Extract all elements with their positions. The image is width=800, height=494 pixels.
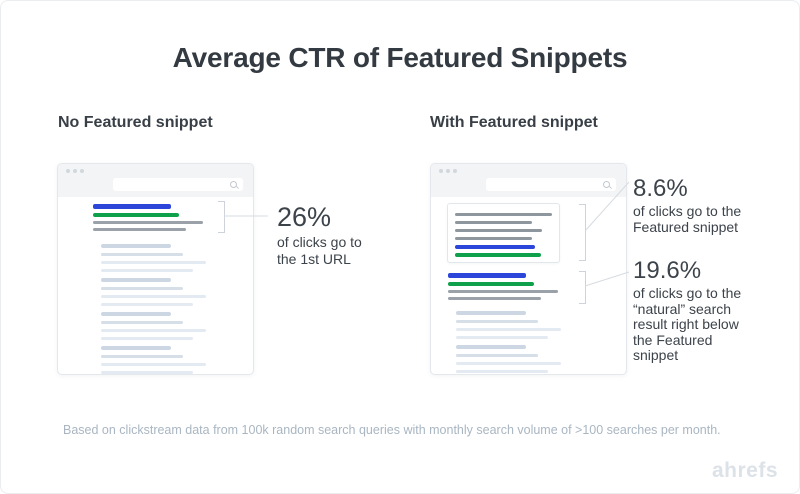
skeleton-result xyxy=(456,345,561,373)
result-text-bar xyxy=(93,221,203,224)
first-result xyxy=(93,204,203,231)
right-panel-heading: With Featured snippet xyxy=(430,114,598,131)
skeleton-result xyxy=(456,311,561,339)
result-text-bar xyxy=(93,228,186,231)
skeleton-result xyxy=(101,278,206,306)
natural-result xyxy=(448,273,558,300)
stat-featured-snippet-ctr: 8.6% xyxy=(633,175,688,202)
skeleton-result xyxy=(101,312,206,340)
window-control-dots-icon xyxy=(66,169,84,173)
page-title: Average CTR of Featured Snippets xyxy=(172,42,628,73)
snippet-text-bar xyxy=(455,221,532,224)
skeleton-result xyxy=(101,244,206,272)
bracket-featured-snippet xyxy=(579,204,586,261)
snippet-text-bar xyxy=(455,237,532,240)
caption-first-url: of clicks go to the 1st URL xyxy=(277,234,362,267)
serp-mockup-no-snippet xyxy=(57,163,254,375)
left-panel-heading: No Featured snippet xyxy=(58,114,213,131)
stat-first-url-ctr: 26% xyxy=(277,202,332,232)
skeleton-result xyxy=(101,346,206,374)
result-title-bar xyxy=(448,273,526,278)
featured-snippet-box xyxy=(447,203,560,263)
stat-natural-result-ctr: 19.6% xyxy=(633,257,702,284)
search-icon xyxy=(603,181,610,188)
result-url-bar xyxy=(93,213,179,217)
search-bar xyxy=(113,178,243,191)
methodology-footnote: Based on clickstream data from 100k rand… xyxy=(63,423,721,437)
snippet-url-bar xyxy=(455,253,541,257)
snippet-text-bar xyxy=(455,229,542,232)
browser-header xyxy=(58,164,253,197)
result-title-bar xyxy=(93,204,171,209)
result-text-bar xyxy=(448,297,541,300)
caption-featured-snippet: of clicks go to the Featured snippet xyxy=(633,203,742,235)
ahrefs-logo: ahrefs xyxy=(712,459,779,482)
result-url-bar xyxy=(448,282,534,286)
caption-natural-result: of clicks go to the “natural” search res… xyxy=(633,285,742,363)
snippet-text-bar xyxy=(455,213,552,216)
result-text-bar xyxy=(448,290,558,293)
window-control-dots-icon xyxy=(439,169,457,173)
snippet-title-bar xyxy=(455,245,535,249)
serp-mockup-with-snippet xyxy=(430,163,627,375)
bracket-first-result xyxy=(218,201,225,233)
search-bar xyxy=(486,178,616,191)
browser-header xyxy=(431,164,626,197)
bracket-natural-result xyxy=(579,271,586,304)
search-icon xyxy=(230,181,237,188)
